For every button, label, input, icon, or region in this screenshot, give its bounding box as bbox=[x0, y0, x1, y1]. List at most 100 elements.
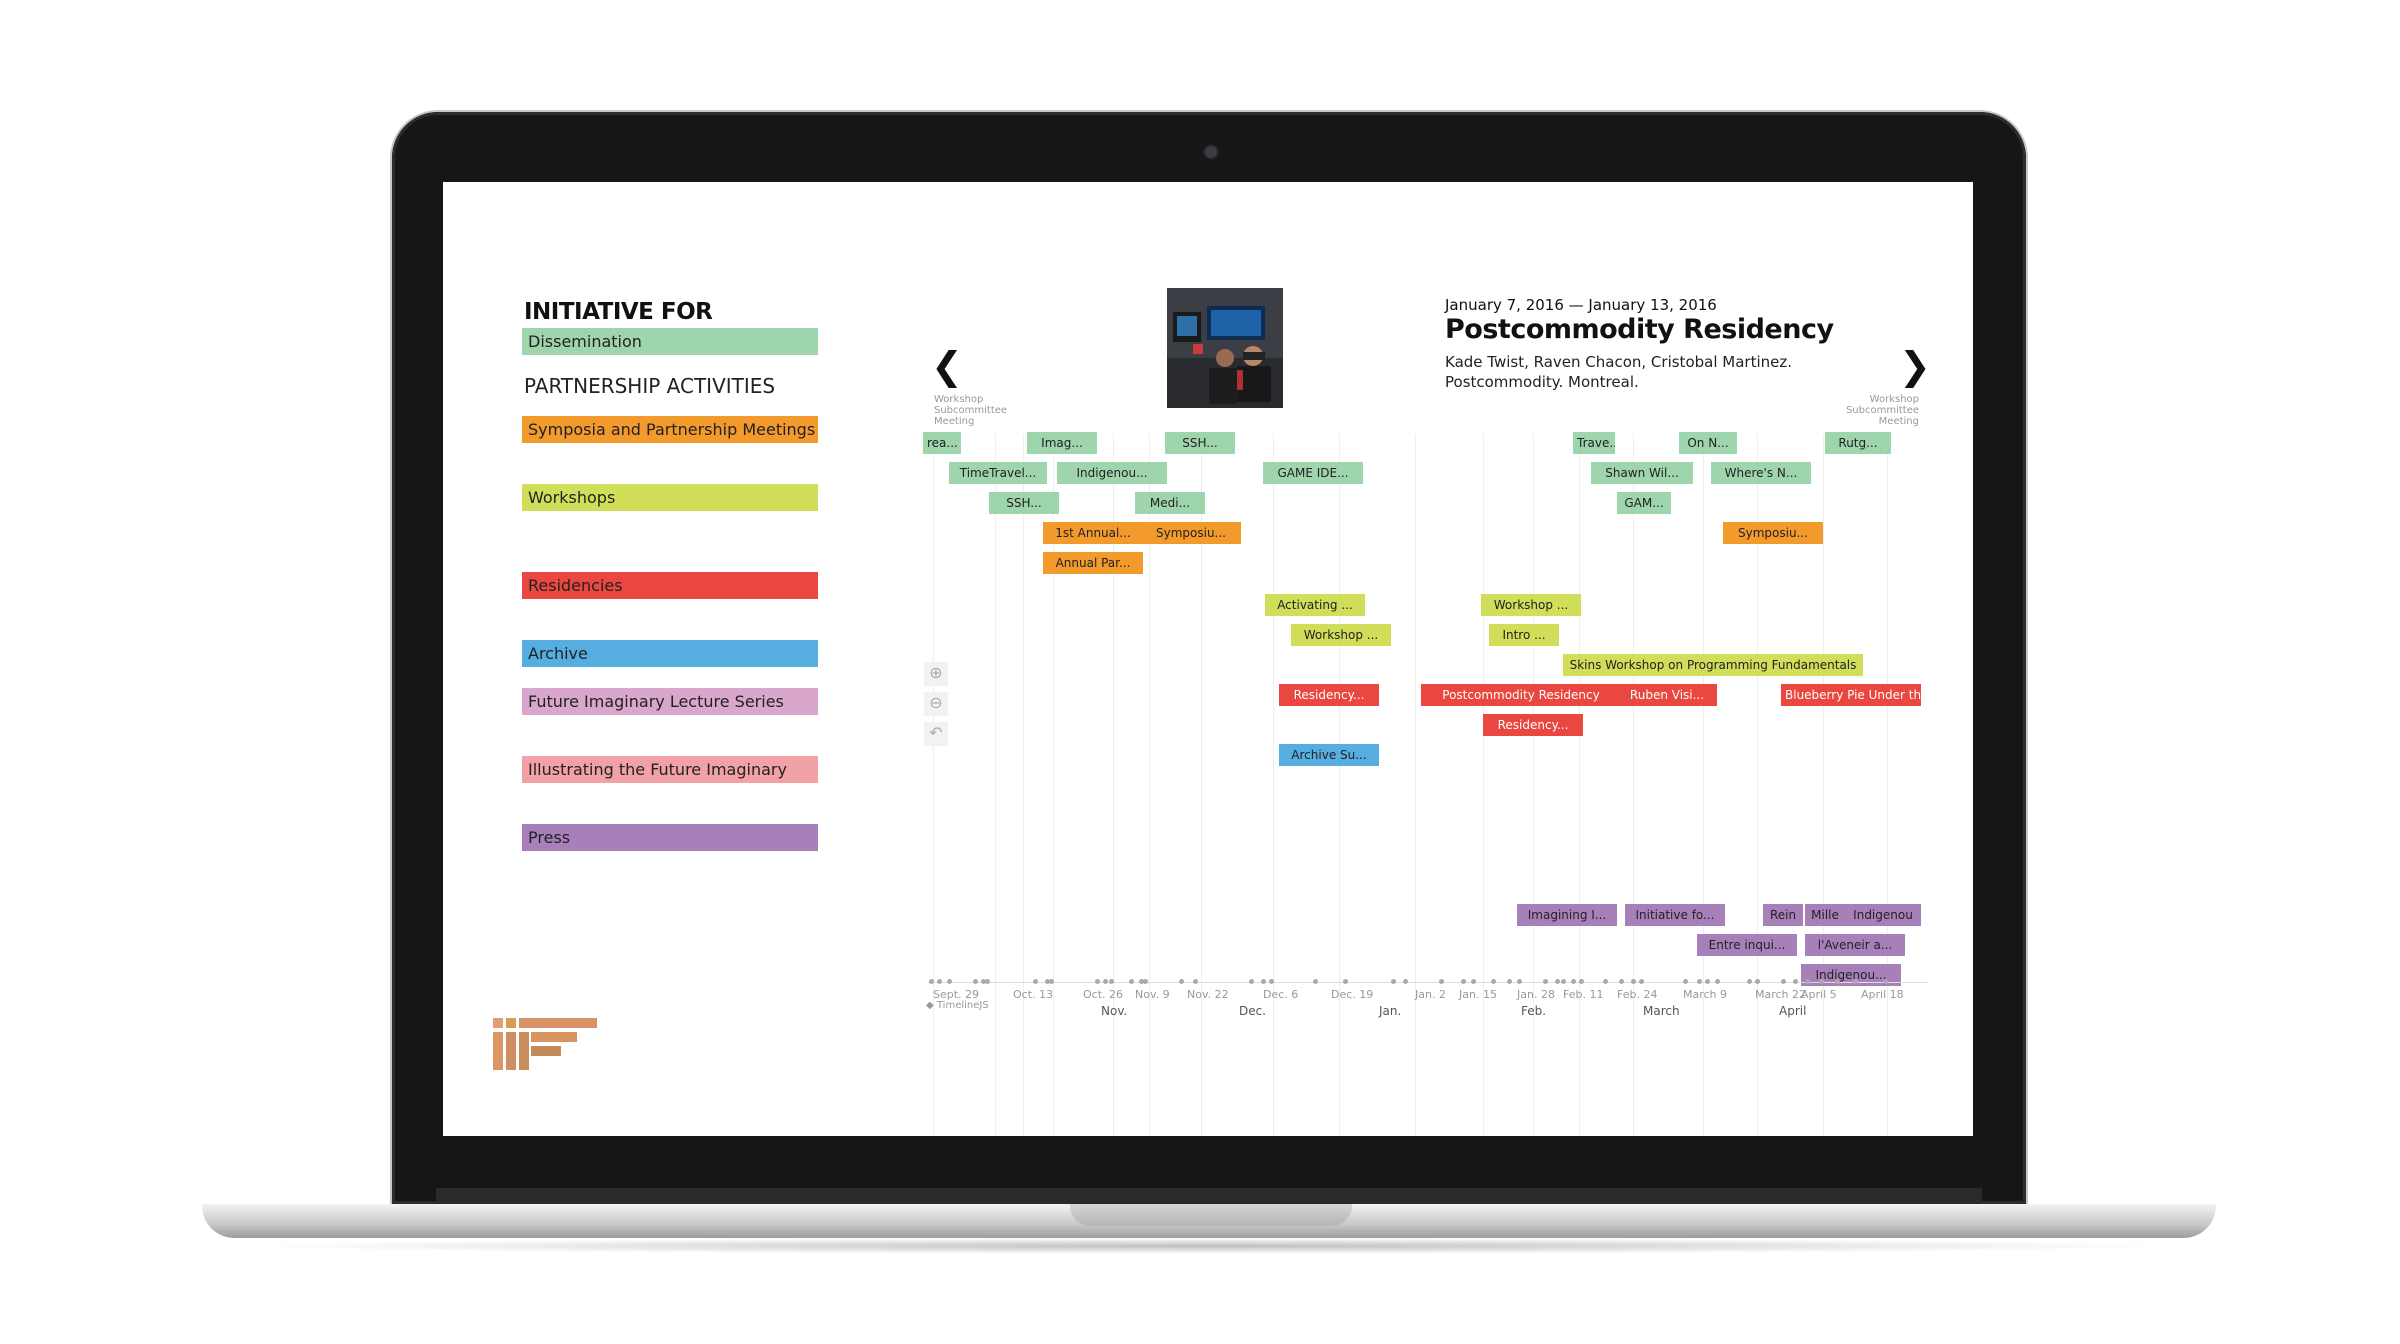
timeline-marker[interactable]: Annual Par... bbox=[1043, 552, 1143, 574]
event-dot[interactable] bbox=[1095, 979, 1100, 984]
timeline-marker[interactable]: Rein bbox=[1763, 904, 1803, 926]
event-dot[interactable] bbox=[1543, 979, 1548, 984]
event-dot[interactable] bbox=[1261, 979, 1266, 984]
timeline-marker[interactable]: Symposiu... bbox=[1723, 522, 1823, 544]
event-dot[interactable] bbox=[929, 979, 934, 984]
legend-item[interactable]: Workshops bbox=[522, 484, 818, 511]
event-dot[interactable] bbox=[1439, 979, 1444, 984]
event-dot[interactable] bbox=[1269, 979, 1274, 984]
event-dot[interactable] bbox=[1755, 979, 1760, 984]
event-dot[interactable] bbox=[973, 979, 978, 984]
timeline-marker[interactable]: Imagining I... bbox=[1517, 904, 1617, 926]
previous-arrow-icon[interactable]: ❮ bbox=[931, 344, 963, 388]
timeline-marker[interactable]: Mille bbox=[1805, 904, 1845, 926]
event-dot[interactable] bbox=[1603, 979, 1608, 984]
timeline-marker[interactable]: Activating ... bbox=[1265, 594, 1365, 616]
event-dot[interactable] bbox=[937, 979, 942, 984]
event-dot[interactable] bbox=[1747, 979, 1752, 984]
timeline-marker[interactable]: Entre inqui... bbox=[1697, 934, 1797, 956]
reset-zoom-icon[interactable]: ↶ bbox=[924, 722, 948, 746]
event-dot[interactable] bbox=[1781, 979, 1786, 984]
timeline-marker[interactable]: Where's N... bbox=[1711, 462, 1811, 484]
legend-item[interactable]: Archive bbox=[522, 640, 818, 667]
timeline-marker[interactable]: Workshop ... bbox=[1291, 624, 1391, 646]
timelinejs-credit[interactable]: ◆ TimelineJS bbox=[926, 1000, 989, 1011]
event-dot[interactable] bbox=[1835, 979, 1840, 984]
event-dot[interactable] bbox=[1143, 979, 1148, 984]
event-dot[interactable] bbox=[1491, 979, 1496, 984]
timeline-marker[interactable]: Rutg... bbox=[1825, 432, 1891, 454]
event-dot[interactable] bbox=[1103, 979, 1108, 984]
legend-item[interactable]: Residencies bbox=[522, 572, 818, 599]
timeline-marker[interactable]: Residency... bbox=[1279, 684, 1379, 706]
event-dot[interactable] bbox=[1805, 979, 1810, 984]
event-dot[interactable] bbox=[1461, 979, 1466, 984]
timeline-marker[interactable]: Indigenou bbox=[1845, 904, 1921, 926]
event-dot[interactable] bbox=[1561, 979, 1566, 984]
timeline-marker[interactable]: Shawn Wil... bbox=[1591, 462, 1693, 484]
timeline-marker[interactable]: Postcommodity Residency bbox=[1421, 684, 1621, 706]
timeline-marker[interactable]: rea... bbox=[923, 432, 961, 454]
event-dot[interactable] bbox=[1249, 979, 1254, 984]
timeline-marker[interactable]: TimeTravel... bbox=[949, 462, 1047, 484]
timeline-marker[interactable]: GAME IDE... bbox=[1263, 462, 1363, 484]
legend-item[interactable]: Illustrating the Future Imaginary bbox=[522, 756, 818, 783]
timeline-marker[interactable]: SSH... bbox=[989, 492, 1059, 514]
timeline-marker[interactable]: On N... bbox=[1679, 432, 1737, 454]
event-dot[interactable] bbox=[1793, 979, 1798, 984]
event-dot[interactable] bbox=[985, 979, 990, 984]
timeline-marker[interactable]: Initiative fo... bbox=[1625, 904, 1725, 926]
event-dot[interactable] bbox=[1139, 979, 1144, 984]
event-dot[interactable] bbox=[1049, 979, 1054, 984]
event-dot[interactable] bbox=[1391, 979, 1396, 984]
timeline-marker[interactable]: Skins Workshop on Programming Fundamenta… bbox=[1563, 654, 1863, 676]
timeline-marker[interactable]: SSH... bbox=[1165, 432, 1235, 454]
event-dot[interactable] bbox=[1619, 979, 1624, 984]
event-dot[interactable] bbox=[1853, 979, 1858, 984]
timeline-marker[interactable]: Residency... bbox=[1483, 714, 1583, 736]
event-dot[interactable] bbox=[1129, 979, 1134, 984]
legend-item[interactable]: Press bbox=[522, 824, 818, 851]
zoom-out-icon[interactable]: ⊖ bbox=[924, 692, 948, 716]
event-dot[interactable] bbox=[1403, 979, 1408, 984]
timeline-marker[interactable]: l'Aveneir a... bbox=[1805, 934, 1905, 956]
next-arrow-icon[interactable]: ❯ bbox=[1899, 344, 1931, 388]
timeline-marker[interactable]: 1st Annual... bbox=[1043, 522, 1143, 544]
event-dot[interactable] bbox=[981, 979, 986, 984]
legend-item[interactable]: Symposia and Partnership Meetings bbox=[522, 416, 818, 443]
timeline-marker[interactable]: GAM... bbox=[1617, 492, 1671, 514]
event-dot[interactable] bbox=[1639, 979, 1644, 984]
event-dot[interactable] bbox=[1343, 979, 1348, 984]
event-dot[interactable] bbox=[1883, 979, 1888, 984]
event-dot[interactable] bbox=[1033, 979, 1038, 984]
timeline-marker[interactable]: Blueberry Pie Under th bbox=[1781, 684, 1921, 706]
timeline-marker[interactable]: Workshop ... bbox=[1481, 594, 1581, 616]
legend-item[interactable]: Future Imaginary Lecture Series bbox=[522, 688, 818, 715]
event-dot[interactable] bbox=[1517, 979, 1522, 984]
zoom-in-icon[interactable]: ⊕ bbox=[924, 662, 948, 686]
timeline-marker[interactable]: Intro ... bbox=[1489, 624, 1559, 646]
timeline-marker[interactable]: Indigenou... bbox=[1801, 964, 1901, 986]
event-dot[interactable] bbox=[1313, 979, 1318, 984]
event-dot[interactable] bbox=[1697, 979, 1702, 984]
next-caption[interactable]: Workshop Subcommittee Meeting bbox=[1843, 394, 1919, 427]
event-dot[interactable] bbox=[1471, 979, 1476, 984]
event-dot[interactable] bbox=[1579, 979, 1584, 984]
event-dot[interactable] bbox=[1819, 979, 1824, 984]
timeline-marker[interactable]: Imag... bbox=[1027, 432, 1097, 454]
event-dot[interactable] bbox=[1715, 979, 1720, 984]
event-dot[interactable] bbox=[1631, 979, 1636, 984]
event-dot[interactable] bbox=[1507, 979, 1512, 984]
timeline-marker[interactable]: Archive Su... bbox=[1279, 744, 1379, 766]
event-dot[interactable] bbox=[1683, 979, 1688, 984]
event-dot[interactable] bbox=[1193, 979, 1198, 984]
timeline-marker[interactable]: Symposiu... bbox=[1141, 522, 1241, 544]
event-dot[interactable] bbox=[1555, 979, 1560, 984]
legend-item[interactable]: Dissemination bbox=[522, 328, 818, 355]
timeline-marker[interactable]: Medi... bbox=[1135, 492, 1205, 514]
timeline-marker[interactable]: Indigenou... bbox=[1057, 462, 1167, 484]
previous-caption[interactable]: Workshop Subcommittee Meeting bbox=[934, 394, 1007, 427]
event-dot[interactable] bbox=[1109, 979, 1114, 984]
event-dot[interactable] bbox=[947, 979, 952, 984]
event-dot[interactable] bbox=[1045, 979, 1050, 984]
